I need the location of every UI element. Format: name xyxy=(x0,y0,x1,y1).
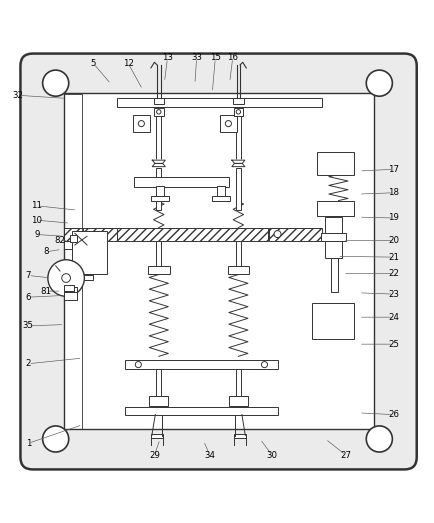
Bar xyxy=(64,93,373,429)
Text: 30: 30 xyxy=(266,451,277,460)
Text: 20: 20 xyxy=(387,236,398,245)
Bar xyxy=(233,108,243,116)
Text: 21: 21 xyxy=(387,253,398,262)
Bar xyxy=(64,285,74,291)
Bar xyxy=(227,266,249,274)
Polygon shape xyxy=(231,160,244,163)
Bar xyxy=(235,241,240,267)
Text: 1: 1 xyxy=(26,439,31,448)
Circle shape xyxy=(225,121,231,127)
Bar xyxy=(132,116,150,132)
Text: 13: 13 xyxy=(161,53,173,62)
Bar xyxy=(116,97,321,107)
Bar xyxy=(219,116,237,132)
Text: 26: 26 xyxy=(387,410,398,419)
Bar xyxy=(64,242,72,249)
Bar xyxy=(316,152,353,175)
Bar xyxy=(116,228,267,241)
Circle shape xyxy=(138,121,144,127)
Text: 35: 35 xyxy=(23,321,34,331)
Text: 5: 5 xyxy=(91,59,96,68)
Bar xyxy=(151,196,168,201)
Bar xyxy=(156,116,161,162)
Bar xyxy=(153,97,164,104)
Text: 25: 25 xyxy=(387,339,398,349)
Bar xyxy=(320,233,345,241)
Bar xyxy=(156,369,161,397)
Bar xyxy=(125,360,277,369)
Bar xyxy=(235,369,240,397)
Circle shape xyxy=(261,361,267,368)
Polygon shape xyxy=(231,163,244,167)
Bar xyxy=(156,241,161,267)
Bar xyxy=(148,266,169,274)
Bar xyxy=(235,116,240,162)
Bar xyxy=(268,228,321,241)
Circle shape xyxy=(365,426,391,452)
Circle shape xyxy=(62,274,70,282)
FancyBboxPatch shape xyxy=(20,53,416,470)
Bar xyxy=(64,94,82,429)
Text: 6: 6 xyxy=(26,293,31,302)
Polygon shape xyxy=(152,163,165,167)
Bar xyxy=(228,396,247,406)
Text: 24: 24 xyxy=(387,313,398,322)
Circle shape xyxy=(43,70,69,96)
Text: 7: 7 xyxy=(26,271,31,280)
Bar xyxy=(233,434,246,438)
Bar xyxy=(233,97,243,104)
Bar xyxy=(312,303,353,339)
Text: 81: 81 xyxy=(40,287,51,295)
Text: 9: 9 xyxy=(34,230,39,239)
Text: 27: 27 xyxy=(339,451,351,460)
Bar xyxy=(125,407,277,415)
Text: 2: 2 xyxy=(26,359,31,368)
Bar xyxy=(64,228,82,241)
Text: 29: 29 xyxy=(148,451,160,460)
Text: 32: 32 xyxy=(13,91,24,100)
Circle shape xyxy=(135,361,141,368)
Text: 34: 34 xyxy=(204,451,215,460)
Bar xyxy=(216,186,225,197)
Bar xyxy=(69,234,77,242)
Bar xyxy=(325,242,341,258)
Bar xyxy=(316,201,353,216)
Circle shape xyxy=(365,70,391,96)
Text: 10: 10 xyxy=(31,215,43,225)
Bar xyxy=(64,292,76,300)
Text: 11: 11 xyxy=(31,201,43,210)
Circle shape xyxy=(43,426,69,452)
Bar xyxy=(72,231,107,274)
Bar xyxy=(330,258,338,292)
Text: 17: 17 xyxy=(387,165,398,174)
Text: 16: 16 xyxy=(227,53,238,62)
Bar xyxy=(212,196,229,201)
Bar xyxy=(325,217,341,233)
Circle shape xyxy=(273,231,280,237)
Bar xyxy=(156,167,161,210)
Bar xyxy=(64,287,76,292)
Bar xyxy=(151,434,163,438)
Text: 15: 15 xyxy=(209,53,220,62)
Text: 12: 12 xyxy=(122,59,134,68)
Text: 18: 18 xyxy=(387,188,398,197)
Text: 22: 22 xyxy=(387,269,398,278)
Text: 82: 82 xyxy=(54,236,66,245)
Bar xyxy=(155,186,164,197)
Circle shape xyxy=(156,110,161,114)
Bar xyxy=(149,396,168,406)
Circle shape xyxy=(236,110,240,114)
Text: 8: 8 xyxy=(43,247,48,256)
Bar xyxy=(134,177,228,187)
Bar xyxy=(154,108,163,116)
Bar xyxy=(82,228,117,241)
Circle shape xyxy=(48,260,84,297)
Text: 19: 19 xyxy=(388,213,398,222)
Bar xyxy=(84,276,92,280)
Text: 33: 33 xyxy=(191,53,202,62)
Bar xyxy=(235,167,240,210)
Text: 23: 23 xyxy=(387,290,398,299)
Polygon shape xyxy=(152,160,165,163)
